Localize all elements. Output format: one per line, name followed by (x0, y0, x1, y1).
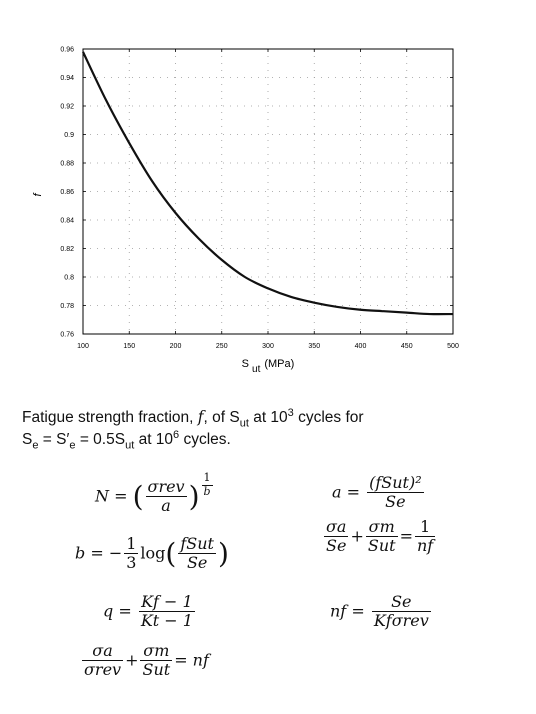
figure-caption-line2: Se = S′e = 0.5Sut at 106 cycles. (22, 429, 231, 452)
x-tick-label: 450 (401, 343, 413, 350)
y-tick-label: 0.86 (60, 189, 74, 196)
series-line (82, 51, 454, 316)
equation-b: b = −1 3 log(fSut Se) (75, 534, 229, 573)
y-tick-label: 0.84 (60, 218, 74, 225)
x-tick-label: 250 (216, 343, 228, 350)
equation-nf: nf = Se Kfσrev (330, 592, 431, 631)
y-tick-label: 0.94 (60, 75, 74, 82)
y-tick-label: 0.92 (60, 104, 74, 111)
figure-caption: Fatigue strength fraction, f, of Sut at … (22, 407, 364, 430)
y-tick-label: 0.82 (60, 246, 74, 253)
chart-grid (83, 49, 453, 334)
x-tick-label: 300 (262, 343, 274, 350)
equation-a: a = (fSut)² Se (332, 473, 424, 512)
equation-reversed: σa σrev + σm Sut = nf (82, 641, 209, 680)
equation-goodman: σa Se + σm Sut = 1 nf (324, 517, 436, 556)
y-tick-label: 0.8 (64, 275, 74, 282)
y-axis-label: f (32, 193, 44, 197)
x-tick-label: 500 (447, 343, 459, 350)
fatigue-chart: 100 150 200 250 300 350 400 450 500 0.76 0.78 0.8 0.… (32, 47, 459, 376)
equation-n: N = (σrev a) 1 b (95, 471, 213, 516)
equation-q: q = Kf − 1 Kt − 1 (103, 592, 195, 631)
axis-ticks: 100 150 200 250 300 350 400 450 500 0.76 0.78 0.8 0.… (60, 47, 459, 351)
x-tick-label: 400 (355, 343, 367, 350)
x-tick-label: 150 (123, 343, 135, 350)
y-tick-label: 0.78 (60, 303, 74, 310)
y-tick-label: 0.76 (60, 332, 74, 339)
y-tick-label: 0.96 (60, 47, 74, 54)
x-tick-label: 200 (170, 343, 182, 350)
y-tick-label: 0.88 (60, 161, 74, 168)
x-tick-label: 350 (308, 343, 320, 350)
y-tick-label: 0.9 (64, 132, 74, 139)
x-tick-label: 100 (77, 343, 89, 350)
